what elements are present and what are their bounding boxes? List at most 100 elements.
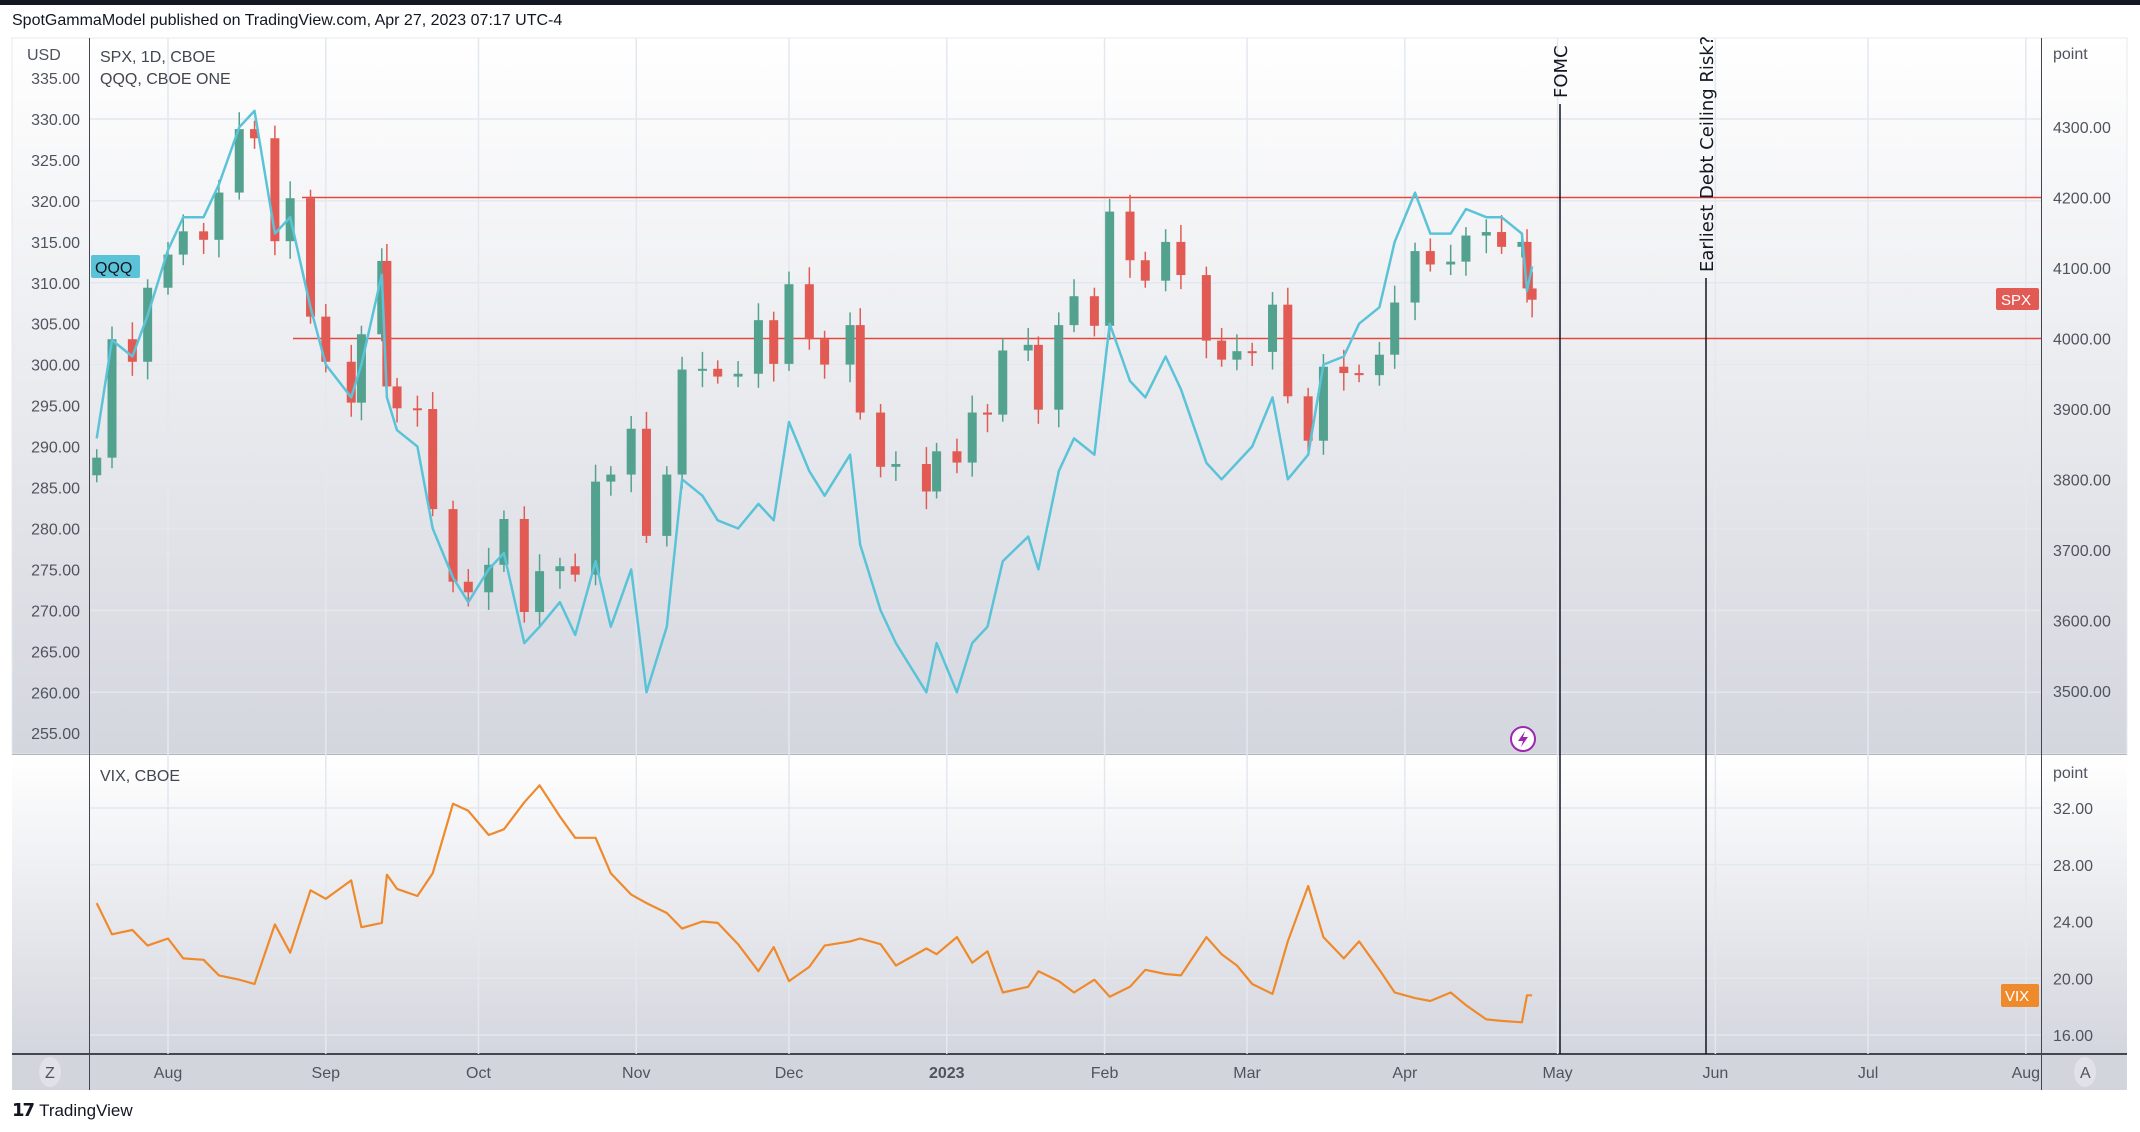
fomc-label[interactable]: FOMC [1551, 45, 1572, 98]
left-tick-label: 255.00 [31, 726, 80, 743]
candle-body [127, 339, 137, 362]
candle-body [967, 412, 977, 463]
left-tick-label: 300.00 [31, 358, 80, 375]
candle-body [163, 254, 173, 288]
time-label: Feb [1091, 1065, 1119, 1082]
spx-candle [428, 392, 438, 517]
main-pane[interactable] [11, 37, 2128, 755]
time-label: 2023 [929, 1065, 965, 1082]
event-lines[interactable] [1559, 104, 1707, 1054]
spx-candle [250, 120, 260, 149]
qqq-line [95, 109, 1534, 694]
lightning-icon[interactable] [1510, 726, 1536, 752]
spx-candle [1497, 215, 1507, 254]
tradingview-logo-icon: 𝟭𝟳 [12, 1100, 35, 1120]
right-tick-label: 4100.00 [2053, 261, 2111, 278]
candle-body [463, 581, 473, 593]
candle-body [1522, 241, 1532, 289]
time-axis-labels[interactable]: Aug Sep Oct Nov Dec 2023 Feb Mar Apr May Jun Jul Aug [154, 1065, 2040, 1082]
spx-candle [804, 267, 814, 350]
auto-scale-button[interactable]: A [2074, 1057, 2096, 1087]
candle-body [143, 287, 153, 362]
vix-pane[interactable] [12, 755, 2127, 1054]
left-tick-label: 270.00 [31, 603, 80, 620]
spx-candle [998, 337, 1008, 422]
candle-body [876, 412, 886, 467]
spx-candle [1268, 291, 1278, 370]
spx-candle [1140, 251, 1150, 288]
candle-body [484, 564, 494, 593]
candle-body [591, 481, 601, 575]
spx-candle [891, 451, 901, 481]
tradingview-logo[interactable]: 𝟭𝟳 TradingView [12, 1100, 133, 1121]
candle-body [855, 325, 865, 413]
candle-body [1481, 232, 1491, 236]
legend-vix[interactable]: VIX, CBOE [100, 768, 180, 785]
spx-candle [1217, 327, 1227, 367]
vix-tick-label: 28.00 [2053, 858, 2093, 875]
qqq-price-tag: QQQ [91, 255, 140, 278]
left-tick-label: 325.00 [31, 153, 80, 170]
candle-body [606, 474, 616, 482]
spx-candle [306, 189, 316, 324]
candle-body [784, 284, 794, 364]
spx-candle [1410, 242, 1420, 321]
candle-body [753, 320, 763, 374]
vix-tick-label: 16.00 [2053, 1028, 2093, 1045]
spx-candle [570, 553, 580, 582]
candle-body [1268, 304, 1278, 352]
spx-candle [1446, 244, 1456, 276]
candle-body [321, 316, 331, 362]
time-label: Aug [2012, 1065, 2040, 1082]
candle-body [1247, 351, 1257, 354]
left-tick-label: 260.00 [31, 685, 80, 702]
spx-candle [932, 442, 942, 499]
left-price-axis[interactable]: 335.00 330.00 325.00 320.00 315.00 310.00 305.… [31, 71, 80, 743]
candle-body [1033, 344, 1043, 410]
legend-spx[interactable]: SPX, 1D, CBOE [100, 49, 216, 66]
time-label: Jun [1702, 1065, 1728, 1082]
candle-body [1023, 344, 1033, 351]
spx-candle [713, 360, 723, 384]
spx-candle [662, 466, 672, 547]
candle-body [626, 428, 636, 475]
candle-body [535, 571, 545, 613]
legend-qqq[interactable]: QQQ, CBOE ONE [100, 71, 231, 88]
spx-candle [921, 447, 931, 510]
time-label: Dec [775, 1065, 803, 1082]
right-price-axis[interactable]: 4300.00 4200.00 4100.00 4000.00 3900.00 3800.… [2053, 120, 2111, 701]
spx-candles [92, 112, 1537, 627]
spx-candle [982, 404, 992, 433]
spx-candle [143, 279, 153, 380]
spx-candle [952, 438, 962, 474]
vix-tick-label: 20.00 [2053, 971, 2093, 988]
gridlines [90, 38, 2041, 1054]
horizontal-levels[interactable] [293, 196, 2041, 340]
candle-body [697, 368, 707, 371]
spx-candle [1069, 279, 1079, 333]
spx-candle [199, 222, 209, 254]
vix-tick-label: 24.00 [2053, 915, 2093, 932]
right-tick-label: 4200.00 [2053, 191, 2111, 208]
candle-body [641, 428, 651, 536]
spx-candle [1247, 342, 1257, 366]
spx-candle [392, 377, 402, 423]
debt-ceiling-label[interactable]: Earliest Debt Ceiling Risk? [1697, 36, 1718, 272]
spx-candle [784, 271, 794, 371]
candle-body [804, 284, 814, 340]
spx-candle [1390, 285, 1400, 369]
candle-body [952, 451, 962, 463]
spx-candle [412, 395, 422, 427]
published-line: SpotGammaModel published on TradingView.… [12, 12, 563, 29]
spx-candle [1201, 266, 1211, 359]
candle-body [346, 361, 356, 403]
left-tick-label: 310.00 [31, 276, 80, 293]
spx-candle [1425, 238, 1435, 272]
zoom-button[interactable]: Z [39, 1057, 61, 1087]
spx-candle [753, 303, 763, 388]
time-axis[interactable] [12, 1054, 2127, 1090]
vix-price-axis[interactable]: 32.00 28.00 24.00 20.00 16.00 [2053, 801, 2093, 1045]
spx-candle [845, 312, 855, 383]
left-tick-label: 280.00 [31, 521, 80, 538]
